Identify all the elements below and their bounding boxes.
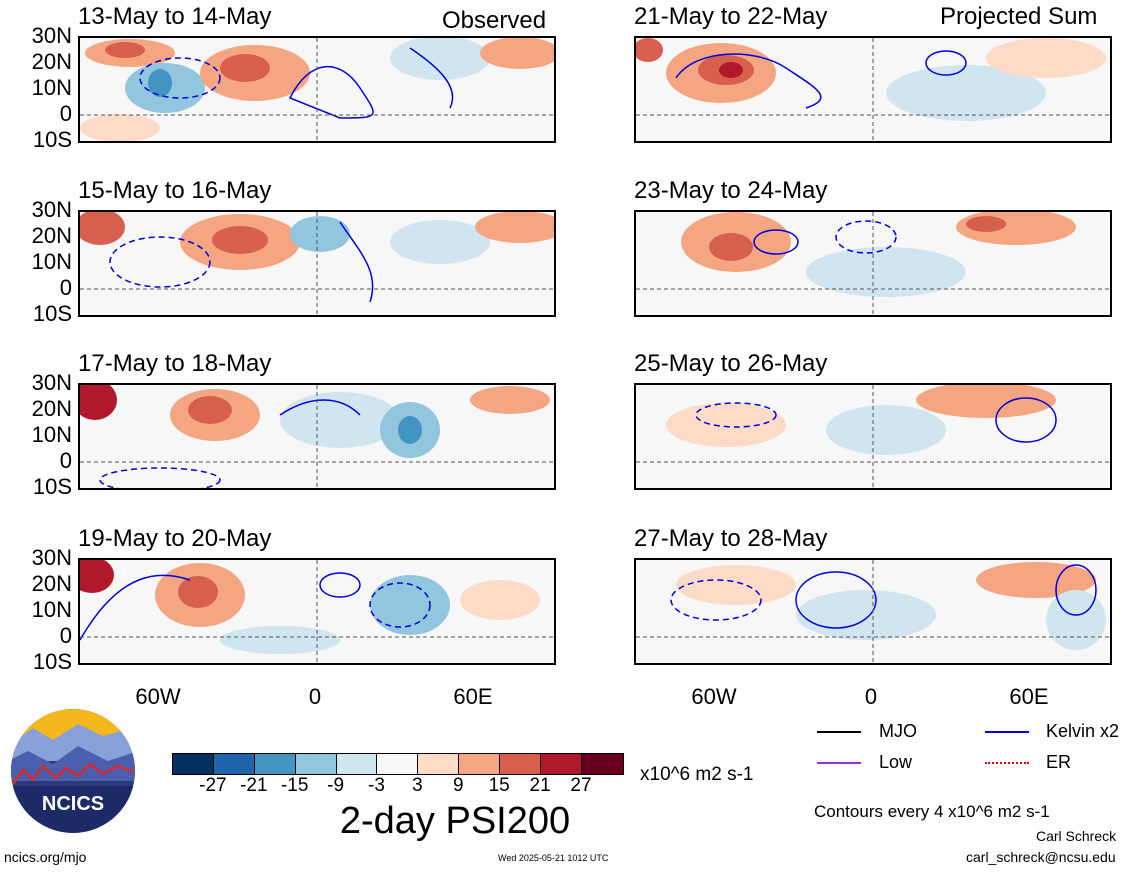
- panel-title-4: 19-May to 20-May: [78, 525, 272, 552]
- y-tick-row1-4: 10S: [32, 127, 72, 152]
- y-tick-row4-1: 20N: [31, 571, 72, 596]
- legend-kelvin-line: [985, 731, 1029, 733]
- y-tick-row2-3: 0: [59, 275, 72, 300]
- legend-mjo-label: MJO: [879, 721, 917, 741]
- y-tick-row4-0: 30N: [31, 545, 72, 570]
- colorbar-tick-1: -21: [240, 775, 268, 796]
- map-panel-8: [634, 558, 1112, 665]
- timestamp: Wed 2025-05-21 1012 UTC: [498, 853, 609, 863]
- contour-note: Contours every 4 x10^6 m2 s-1: [814, 802, 1050, 821]
- colorbar-tick-0: -27: [199, 775, 227, 796]
- x-tick-60w-right: 60W: [691, 684, 737, 709]
- panel-title-2: 15-May to 16-May: [78, 177, 272, 204]
- logo-text: NCICS: [42, 793, 104, 815]
- legend-low-line: [817, 762, 861, 764]
- colorbar-tick-6: 9: [453, 775, 464, 796]
- colorbar-tick-9: 27: [570, 775, 592, 796]
- map-panel-2: [78, 210, 556, 317]
- y-tick-row3-4: 10S: [32, 474, 72, 499]
- y-tick-row3-0: 30N: [31, 370, 72, 395]
- legend-mjo-line: [817, 731, 861, 733]
- map-panel-7: [634, 383, 1112, 490]
- colorbar-box-3: [295, 754, 337, 774]
- colorbar-units: x10^6 m2 s-1: [640, 764, 754, 785]
- main-title: 2-day PSI200: [339, 800, 571, 842]
- legend-low-label: Low: [879, 752, 913, 772]
- colorbar-box-8: [500, 754, 542, 774]
- author: Carl Schreck: [1036, 828, 1117, 844]
- author-email[interactable]: carl_schreck@ncsu.edu: [966, 849, 1116, 865]
- y-tick-row2-0: 30N: [31, 197, 72, 222]
- x-tick-0-right: 0: [864, 684, 878, 709]
- colorbar-tick-7: 15: [488, 775, 510, 796]
- colorbar-box-5: [377, 754, 419, 774]
- y-tick-row1-1: 20N: [31, 49, 72, 74]
- x-tick-60e-left: 60E: [453, 684, 493, 709]
- x-tick-60e-right: 60E: [1009, 684, 1049, 709]
- colorbar-ticks: -27 -21 -15 -9 -3 3 9 15 21 27: [172, 775, 624, 799]
- colorbar-tick-4: -3: [368, 775, 385, 796]
- y-tick-row4-2: 10N: [31, 597, 72, 622]
- x-tick-0-left: 0: [308, 684, 322, 709]
- colorbar-tick-3: -9: [327, 775, 345, 796]
- y-tick-row1-3: 0: [59, 101, 72, 126]
- ncics-logo: NCICS: [8, 706, 138, 836]
- y-tick-row4-4: 10S: [32, 649, 72, 674]
- colorbar-box-4: [336, 754, 378, 774]
- y-tick-row1-2: 10N: [31, 75, 72, 100]
- legend-er-line: [985, 762, 1029, 764]
- colorbar-tick-5: 3: [412, 775, 423, 796]
- x-tick-60w-left: 60W: [135, 684, 181, 709]
- map-panel-3: [78, 383, 556, 490]
- panel-tag-projected: Projected Sum: [940, 3, 1098, 30]
- y-tick-row3-3: 0: [59, 448, 72, 473]
- colorbar-box-7: [459, 754, 501, 774]
- map-panel-5: [634, 36, 1112, 143]
- y-tick-row2-4: 10S: [32, 301, 72, 326]
- colorbar: [172, 753, 624, 775]
- legend-er-label: ER: [1046, 752, 1072, 772]
- panel-tag-observed: Observed: [442, 7, 547, 34]
- legend-kelvin-label: Kelvin x2: [1046, 721, 1120, 741]
- colorbar-box-2: [254, 754, 296, 774]
- map-panel-1: [78, 36, 556, 143]
- panel-title-3: 17-May to 18-May: [78, 350, 272, 377]
- colorbar-box-10: [581, 754, 623, 774]
- map-panel-4: [78, 558, 556, 665]
- map-panel-6: [634, 210, 1112, 317]
- y-tick-row2-1: 20N: [31, 223, 72, 248]
- y-tick-row3-1: 20N: [31, 396, 72, 421]
- colorbar-box-0: [173, 754, 214, 774]
- y-tick-row3-2: 10N: [31, 422, 72, 447]
- panel-title-8: 27-May to 28-May: [634, 525, 828, 552]
- colorbar-tick-2: -15: [280, 775, 309, 796]
- colorbar-box-6: [418, 754, 460, 774]
- y-tick-row4-3: 0: [59, 623, 72, 648]
- colorbar-tick-8: 21: [529, 775, 551, 796]
- panel-title-1: 13-May to 14-May: [78, 3, 272, 30]
- panel-title-7: 25-May to 26-May: [634, 350, 828, 377]
- colorbar-box-9: [541, 754, 582, 774]
- y-tick-row1-0: 30N: [31, 23, 72, 48]
- site-link[interactable]: ncics.org/mjo: [4, 849, 87, 865]
- y-tick-row2-2: 10N: [31, 249, 72, 274]
- colorbar-box-1: [213, 754, 255, 774]
- panel-title-6: 23-May to 24-May: [634, 177, 828, 204]
- panel-title-5: 21-May to 22-May: [634, 3, 828, 30]
